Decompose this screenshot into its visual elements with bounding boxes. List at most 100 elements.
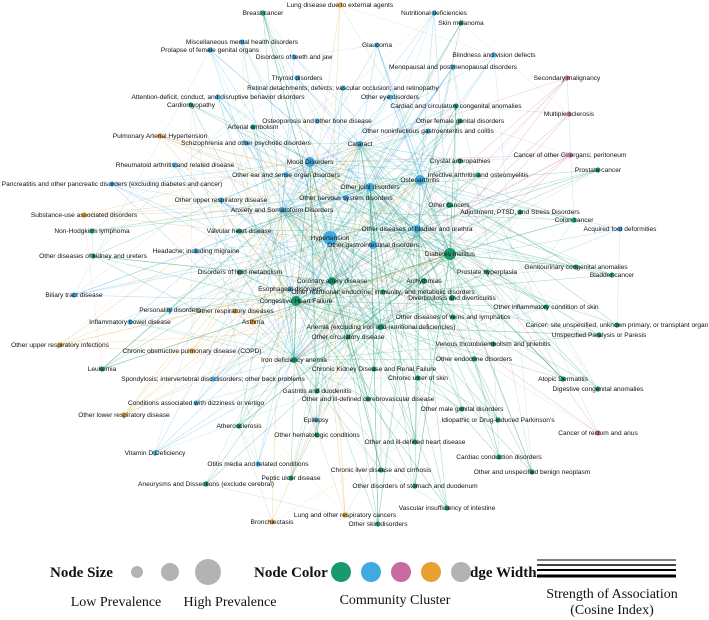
node <box>121 412 127 418</box>
node-label: Cardiomyopathy <box>167 102 216 109</box>
edge <box>190 104 297 302</box>
edge <box>329 143 361 239</box>
node-label: Prostate hyperplasia <box>457 269 517 276</box>
node-label: Thyroid disorders <box>272 75 324 82</box>
node-label: Other and ill-defined cerebrovascular di… <box>302 396 435 403</box>
node-label: Other cancers <box>428 202 470 209</box>
edge <box>293 56 421 181</box>
node-label: Prolapse of female genital organs <box>161 47 260 54</box>
edge <box>281 12 435 211</box>
node <box>243 140 249 146</box>
edge <box>92 255 295 361</box>
node-label: Menopausal and postmenopausal disorders <box>389 64 518 71</box>
edge <box>309 161 346 516</box>
edge <box>281 44 378 211</box>
edge <box>566 77 575 221</box>
edge <box>91 230 94 257</box>
node <box>457 158 463 164</box>
node-label: Cancer of other GI organs; peritoneum <box>514 152 627 159</box>
edge <box>329 237 499 421</box>
edge <box>289 161 311 290</box>
edge <box>416 228 564 380</box>
node <box>617 226 623 232</box>
node <box>449 295 455 301</box>
edge <box>369 186 448 509</box>
node-label: Aneurysms and Dissections (exclude cereb… <box>138 481 274 488</box>
edge <box>419 179 533 473</box>
node-label: Other diseases of bladder and urethra <box>361 226 472 233</box>
edge <box>91 77 298 232</box>
node <box>453 103 459 109</box>
node <box>496 454 502 460</box>
edge <box>295 4 341 302</box>
node-label: Osteoporosis and other bone disease <box>262 118 372 125</box>
edge <box>129 169 599 323</box>
edge <box>238 230 331 239</box>
node-label: Unspecified Paralysis or Paresis <box>552 332 647 339</box>
edge <box>293 358 475 361</box>
node <box>490 341 496 347</box>
edge <box>376 44 451 255</box>
node-label: Anxiety and Somatoform Disorders <box>231 207 334 214</box>
edge <box>359 12 435 145</box>
edge <box>238 253 451 427</box>
edge <box>359 143 384 293</box>
edge <box>295 300 379 525</box>
legend-label: (Cosine Index) <box>570 603 654 618</box>
edge <box>329 237 454 318</box>
node-label: Other skin disorders <box>349 521 409 528</box>
edge <box>209 49 331 239</box>
edge <box>111 183 382 328</box>
node <box>491 52 497 58</box>
node-label: Cardiac conduction disorders <box>456 454 542 461</box>
node-label: Lung disease due to external agents <box>287 2 394 9</box>
edge <box>309 161 369 400</box>
node-label: Arrhythmias <box>406 278 442 285</box>
edge <box>238 230 453 299</box>
node-label: Crystal arthropathies <box>430 158 492 165</box>
edge <box>174 164 577 268</box>
edge <box>369 120 461 188</box>
edge <box>369 186 416 443</box>
node-label: Attention-deficit, conduct, and disrupti… <box>132 94 306 101</box>
edge <box>369 186 416 443</box>
edge <box>245 142 361 145</box>
edge <box>380 77 568 328</box>
edge <box>271 209 283 523</box>
node <box>366 183 374 191</box>
edge <box>154 280 333 454</box>
edge <box>369 186 547 308</box>
edge <box>295 274 613 302</box>
node <box>595 167 601 173</box>
edge <box>347 143 361 338</box>
edge <box>295 300 448 509</box>
node-label: Other circulatory disease <box>312 334 385 341</box>
node-label: Miscellaneous mental health disorders <box>186 39 299 46</box>
node-label: Disorders of teeth and jaw <box>256 54 333 61</box>
node <box>343 195 349 201</box>
node-label: Schizophrenia and other psychotic disord… <box>181 140 311 147</box>
edge <box>190 104 193 352</box>
node <box>450 314 456 320</box>
edge <box>449 219 575 255</box>
edge <box>359 143 599 390</box>
node <box>250 124 256 130</box>
node <box>313 417 319 423</box>
edge <box>295 120 461 302</box>
edge <box>262 12 333 282</box>
edge <box>293 359 318 436</box>
edge <box>359 143 461 162</box>
node <box>157 133 163 139</box>
edge <box>347 297 453 338</box>
edge <box>159 135 371 188</box>
node-label: Other inflammatory condition of skin <box>493 304 599 311</box>
node-label: Esophageal disorders <box>258 286 322 293</box>
edge <box>449 160 461 255</box>
node-label: Non-Hodgkin's lymphoma <box>54 228 130 235</box>
node <box>415 375 421 381</box>
edge <box>345 143 361 199</box>
edge <box>452 105 457 318</box>
node-label: Other nervous system disorders <box>299 195 393 202</box>
node-label: Conditions associated with dizziness or … <box>128 400 265 407</box>
edge <box>293 54 495 361</box>
